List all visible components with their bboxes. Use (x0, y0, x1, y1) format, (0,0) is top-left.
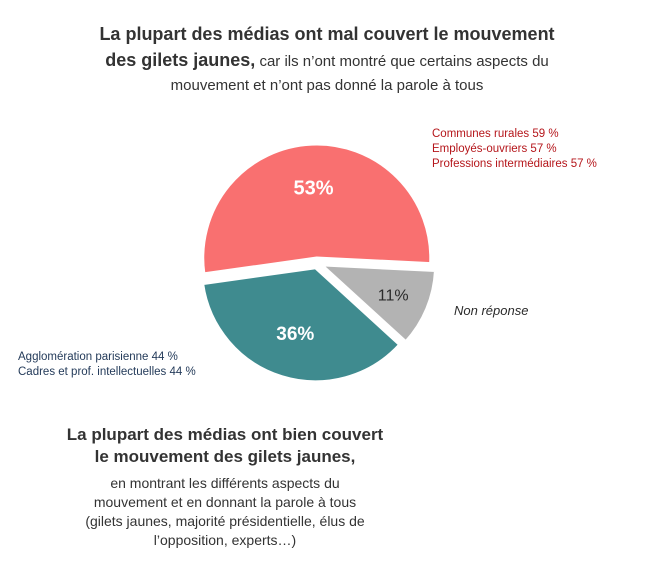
bottom-rest-line1: en montrant les différents aspects du (110, 475, 340, 491)
note-rural: Communes rurales 59 % (432, 128, 559, 140)
bottom-caption: La plupart des médias ont bien couvert l… (40, 424, 410, 550)
non-reponse-label: Non réponse (454, 303, 529, 318)
bottom-lead-line2: le mouvement des gilets jaunes, (94, 447, 356, 466)
note-agglomeration: Agglomération parisienne 44 % (18, 351, 178, 363)
pie-slice-11 (317, 263, 438, 344)
bottom-rest-line4: l’opposition, experts…) (153, 532, 297, 548)
chart-title: La plupart des médias ont mal couvert le… (40, 22, 614, 98)
note-intermediaires: Professions intermédiaires 57 % (432, 158, 597, 170)
teal-slice-notes: Agglomération parisienne 44 % Cadres et … (18, 350, 196, 380)
title-lead-line1: La plupart des médias ont mal couvert le… (99, 24, 555, 44)
red-slice-notes: Communes rurales 59 % Employés-ouvriers … (432, 127, 597, 172)
pie-slice-36 (200, 266, 402, 384)
note-employes: Employés-ouvriers 57 % (432, 143, 557, 155)
title-rest-line3: mouvement et n’ont pas donné la parole à… (170, 77, 484, 94)
bottom-lead-line1: La plupart des médias ont bien couvert (66, 425, 384, 444)
pie-slice-53 (201, 142, 433, 276)
pie-slice-36-label: 36% (276, 324, 314, 345)
title-lead-line2: des gilets jaunes, (105, 50, 256, 70)
title-rest-line2: car ils n’ont montré que certains aspect… (255, 53, 549, 70)
note-cadres: Cadres et prof. intellectuelles 44 % (18, 366, 196, 378)
pie-slice-11-label: 11% (378, 287, 409, 304)
bottom-rest-line3: (gilets jaunes, majorité présidentielle,… (85, 513, 365, 529)
bottom-rest-line2: mouvement et en donnant la parole à tous (93, 494, 357, 510)
pie-slice-53-label: 53% (294, 177, 334, 199)
